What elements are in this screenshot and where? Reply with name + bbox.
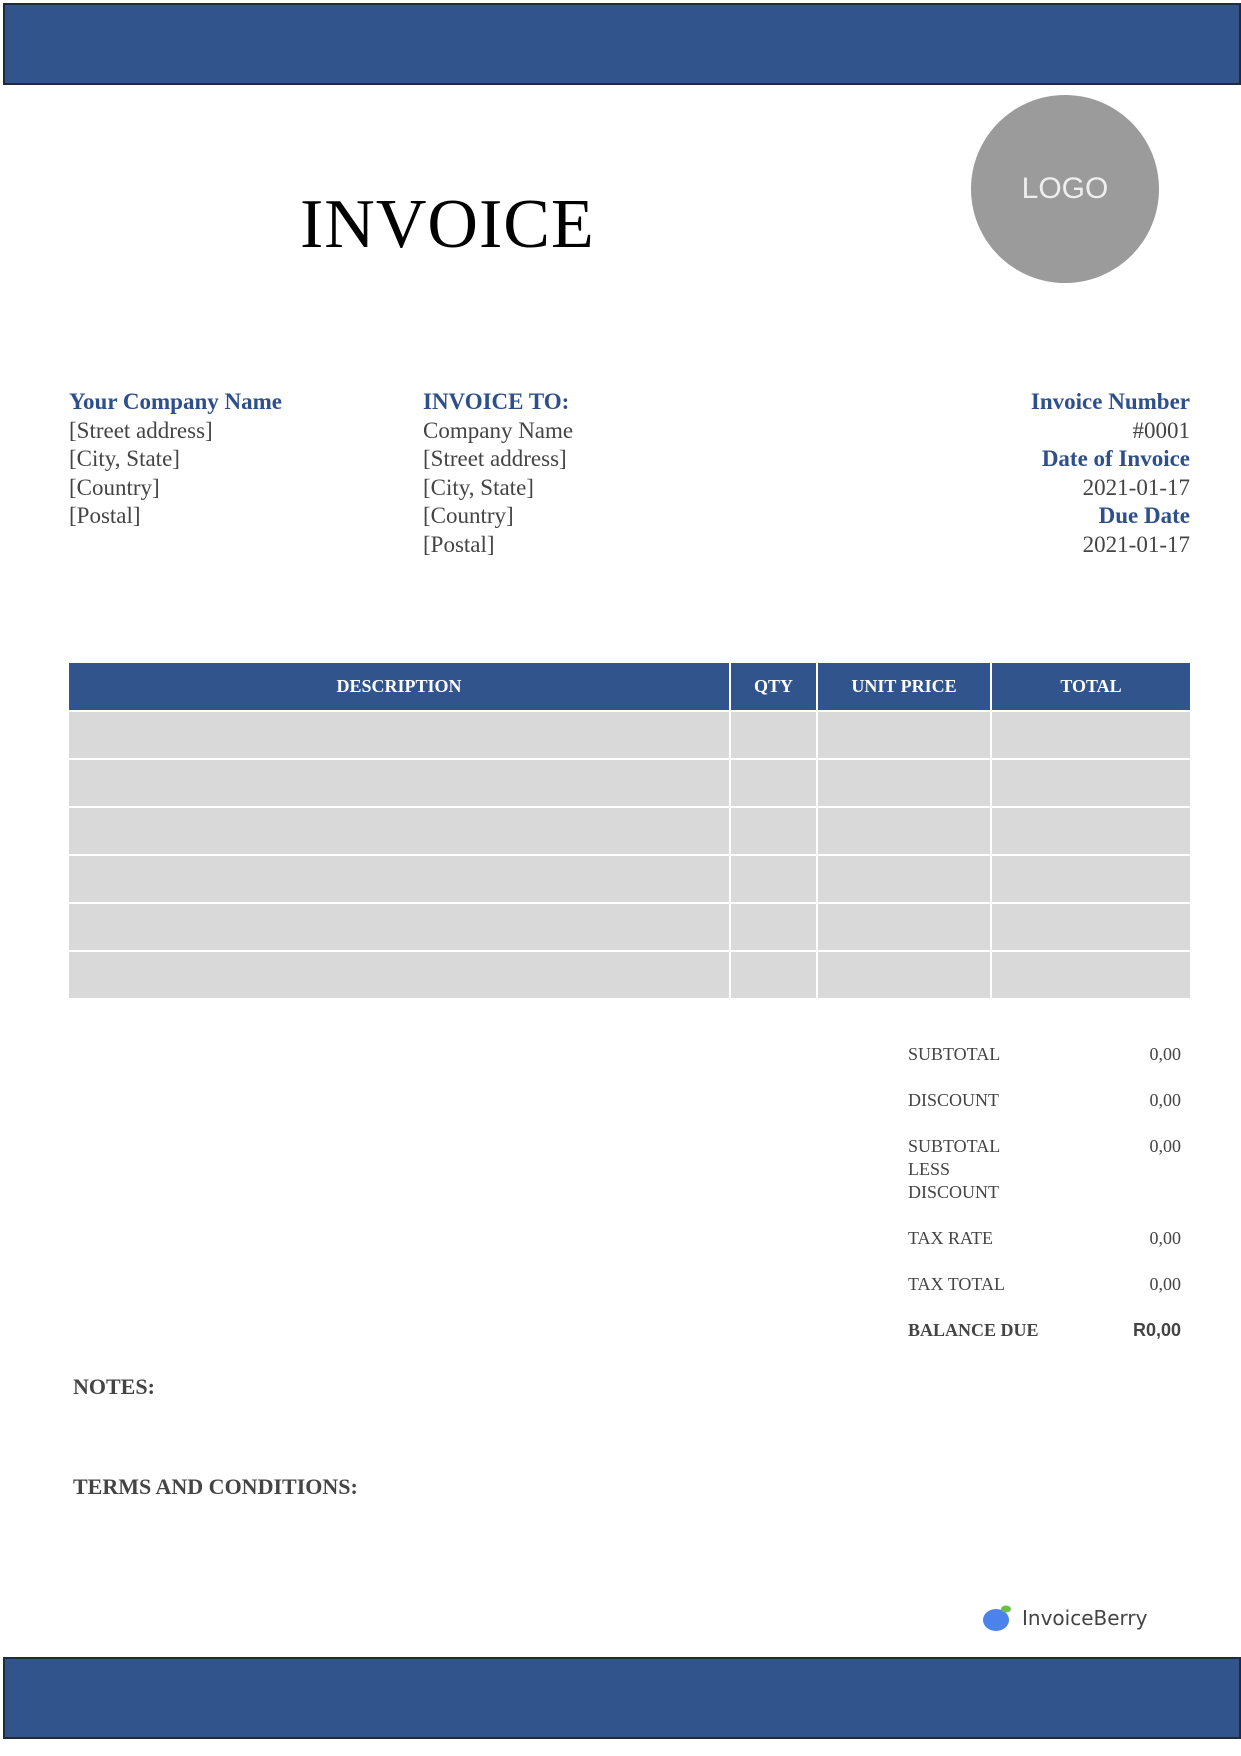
totals-row-subtotal: SUBTOTAL 0,00 [908, 1043, 1181, 1066]
totals-row-tax-total: TAX TOTAL 0,00 [908, 1273, 1181, 1296]
totals-row-balance-due: BALANCE DUE R0,00 [908, 1319, 1181, 1342]
footer-band [3, 1657, 1241, 1739]
cell-unit-price[interactable] [817, 758, 992, 808]
cell-description[interactable] [69, 806, 731, 856]
recipient-city: [City, State] [423, 474, 534, 500]
cell-total[interactable] [991, 950, 1190, 1000]
cell-qty[interactable] [730, 950, 818, 1000]
invoiceberry-brand: InvoiceBerry [982, 1603, 1147, 1633]
recipient-address: INVOICE TO: Company Name [Street address… [423, 388, 573, 560]
cell-description[interactable] [69, 758, 731, 808]
brand-name: InvoiceBerry [1022, 1606, 1148, 1630]
header-band [3, 3, 1241, 85]
table-row [69, 710, 1190, 760]
totals-row-subtotal-less-discount: SUBTOTAL LESS DISCOUNT 0,00 [908, 1135, 1181, 1204]
table-header-row: DESCRIPTION QTY UNIT PRICE TOTAL [69, 663, 1190, 711]
tax-rate-label: TAX RATE [908, 1228, 994, 1248]
tax-total-value: 0,00 [1149, 1274, 1182, 1294]
cell-unit-price[interactable] [817, 950, 992, 1000]
totals-row-discount: DISCOUNT 0,00 [908, 1089, 1181, 1112]
recipient-postal: [Postal] [423, 531, 495, 557]
cell-unit-price[interactable] [817, 854, 992, 904]
sender-city: [City, State] [69, 446, 180, 472]
line-items-table: DESCRIPTION QTY UNIT PRICE TOTAL [69, 663, 1190, 1000]
cell-description[interactable] [69, 854, 731, 904]
totals-row-tax-rate: TAX RATE 0,00 [908, 1227, 1181, 1250]
recipient-street: [Street address] [423, 446, 567, 472]
invoice-date: 2021-01-17 [1082, 474, 1190, 500]
notes-label: NOTES: [73, 1374, 155, 1399]
cell-total[interactable] [991, 902, 1190, 952]
sender-country: [Country] [69, 474, 160, 500]
due-date-label: Due Date [1098, 503, 1190, 529]
column-header-description: DESCRIPTION [69, 663, 731, 711]
table-row [69, 854, 1190, 904]
cell-qty[interactable] [730, 854, 818, 904]
sender-company-name: Your Company Name [69, 389, 282, 414]
column-header-qty: QTY [730, 663, 818, 711]
logo-text: LOGO [1021, 172, 1109, 205]
cell-description[interactable] [69, 710, 731, 760]
tax-rate-value: 0,00 [1149, 1228, 1182, 1248]
sender-address: Your Company Name [Street address] [City… [69, 388, 282, 531]
cell-total[interactable] [991, 758, 1190, 808]
cell-qty[interactable] [730, 806, 818, 856]
column-header-unit-price: UNIT PRICE [817, 663, 992, 711]
table-row [69, 758, 1190, 808]
sender-postal: [Postal] [69, 503, 141, 529]
discount-value: 0,00 [1149, 1090, 1182, 1110]
cell-description[interactable] [69, 950, 731, 1000]
logo-placeholder: LOGO [971, 95, 1159, 283]
invoice-to-heading: INVOICE TO: [423, 389, 570, 414]
column-header-total: TOTAL [991, 663, 1190, 711]
balance-due-label: BALANCE DUE [908, 1320, 1039, 1340]
cell-qty[interactable] [730, 902, 818, 952]
table-row [69, 902, 1190, 952]
discount-label: DISCOUNT [908, 1090, 1000, 1110]
cell-unit-price[interactable] [817, 710, 992, 760]
recipient-country: [Country] [423, 503, 514, 529]
subtotal-value: 0,00 [1149, 1044, 1182, 1064]
totals-summary: SUBTOTAL 0,00 DISCOUNT 0,00 SUBTOTAL LESS … [908, 1043, 1181, 1365]
table-row [69, 950, 1190, 1000]
tax-total-label: TAX TOTAL [908, 1274, 1005, 1294]
invoice-meta: Invoice Number #0001 Date of Invoice 202… [1031, 388, 1190, 560]
subtotal-less-discount-label: SUBTOTAL LESS DISCOUNT [908, 1136, 1000, 1202]
invoice-title: INVOICE [300, 186, 595, 263]
table-row [69, 806, 1190, 856]
recipient-company: Company Name [423, 417, 574, 443]
cell-description[interactable] [69, 902, 731, 952]
balance-due-value: R0,00 [1132, 1320, 1181, 1340]
cell-unit-price[interactable] [817, 902, 992, 952]
subtotal-label: SUBTOTAL [908, 1044, 1001, 1064]
cell-unit-price[interactable] [817, 806, 992, 856]
invoice-number: #0001 [1132, 417, 1191, 443]
berry-icon [983, 1605, 1011, 1631]
invoice-date-label: Date of Invoice [1041, 446, 1190, 472]
cell-total[interactable] [991, 854, 1190, 904]
terms-label: TERMS AND CONDITIONS: [73, 1474, 358, 1499]
due-date: 2021-01-17 [1082, 531, 1190, 557]
cell-qty[interactable] [730, 710, 818, 760]
cell-total[interactable] [991, 806, 1190, 856]
invoice-number-label: Invoice Number [1030, 389, 1190, 414]
subtotal-less-discount-value: 0,00 [1149, 1136, 1182, 1156]
sender-street: [Street address] [69, 417, 213, 443]
cell-total[interactable] [991, 710, 1190, 760]
cell-qty[interactable] [730, 758, 818, 808]
